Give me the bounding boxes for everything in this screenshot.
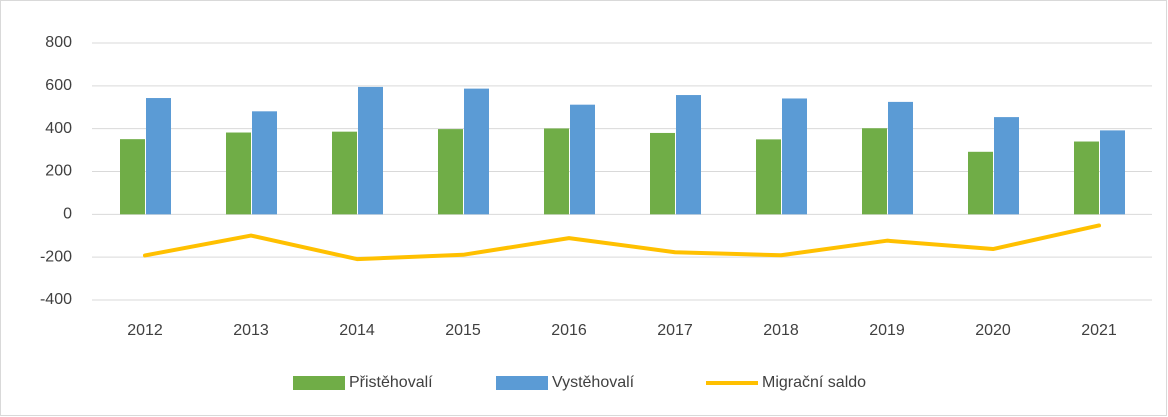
- y-tick-label: 600: [45, 77, 72, 94]
- x-tick-label: 2018: [763, 322, 799, 339]
- x-tick-label: 2014: [339, 322, 375, 339]
- y-tick-label: 400: [45, 120, 72, 137]
- bar: [782, 98, 807, 215]
- bar: [650, 132, 675, 215]
- bar: [544, 128, 569, 215]
- legend-label: Vystěhovalí: [552, 374, 635, 391]
- legend-label: Přistěhovalí: [349, 374, 433, 391]
- bar: [888, 101, 913, 215]
- bar: [1074, 141, 1099, 215]
- x-tick-label: 2016: [551, 322, 587, 339]
- x-tick-label: 2013: [233, 322, 269, 339]
- bar: [146, 98, 171, 215]
- y-tick-label: -200: [40, 248, 72, 265]
- x-tick-label: 2021: [1081, 322, 1117, 339]
- bar: [756, 139, 781, 215]
- bar: [226, 132, 251, 215]
- x-tick-label: 2020: [975, 322, 1011, 339]
- x-tick-label: 2017: [657, 322, 693, 339]
- bar: [120, 139, 145, 215]
- y-tick-label: 200: [45, 163, 72, 180]
- bar: [676, 95, 701, 215]
- legend-swatch: [496, 376, 548, 390]
- x-tick-label: 2012: [127, 322, 163, 339]
- bar: [968, 151, 993, 215]
- bar: [862, 128, 887, 215]
- bar: [252, 111, 277, 215]
- x-tick-label: 2019: [869, 322, 905, 339]
- bar: [358, 86, 383, 215]
- line: [143, 223, 1101, 262]
- y-tick-label: 800: [45, 34, 72, 51]
- bar: [332, 131, 357, 215]
- bar: [1100, 130, 1125, 215]
- legend-swatch: [293, 376, 345, 390]
- bar: [464, 88, 489, 215]
- x-tick-label: 2015: [445, 322, 481, 339]
- bar: [570, 104, 595, 215]
- legend-label: Migrační saldo: [762, 374, 866, 391]
- y-tick-label: 0: [63, 206, 72, 223]
- bar: [438, 129, 463, 215]
- bar: [994, 117, 1019, 215]
- y-tick-label: -400: [40, 291, 72, 308]
